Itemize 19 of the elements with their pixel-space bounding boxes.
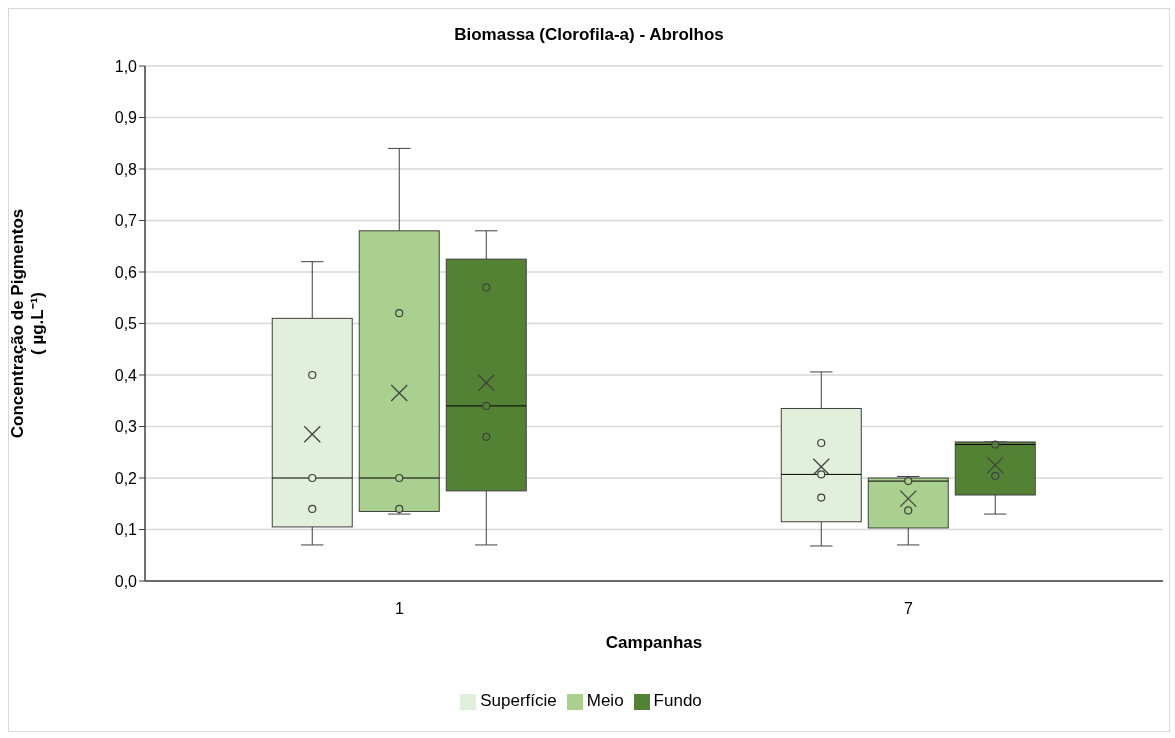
y-tick-label: 1,0 <box>114 57 138 75</box>
y-tick-label: 0,5 <box>114 315 138 333</box>
y-tick-label: 0,8 <box>114 160 138 178</box>
y-tick-label: 0,6 <box>114 263 138 281</box>
y-tick-label: 0,2 <box>114 469 138 487</box>
y-tick-label: 0,9 <box>114 109 138 127</box>
y-tick-label: 0,1 <box>114 521 138 539</box>
x-tick-label: 7 <box>904 600 914 618</box>
x-axis-title: Campanhas <box>605 633 703 653</box>
y-tick-label: 0,7 <box>114 212 138 230</box>
legend-label: Fundo <box>653 691 702 710</box>
y-tick-label: 0,3 <box>114 418 138 436</box>
legend-label: Meio <box>586 691 624 710</box>
chart-title: Biomassa (Clorofila-a) - Abrolhos <box>453 25 725 45</box>
y-tick-label: 0,0 <box>114 572 138 590</box>
legend-label: Superfície <box>480 691 557 710</box>
y-axis-title: Concentração de Pigmentos ( µg.L⁻¹) <box>8 208 47 439</box>
x-tick-label: 1 <box>395 600 405 618</box>
y-tick-label: 0,4 <box>114 366 138 384</box>
